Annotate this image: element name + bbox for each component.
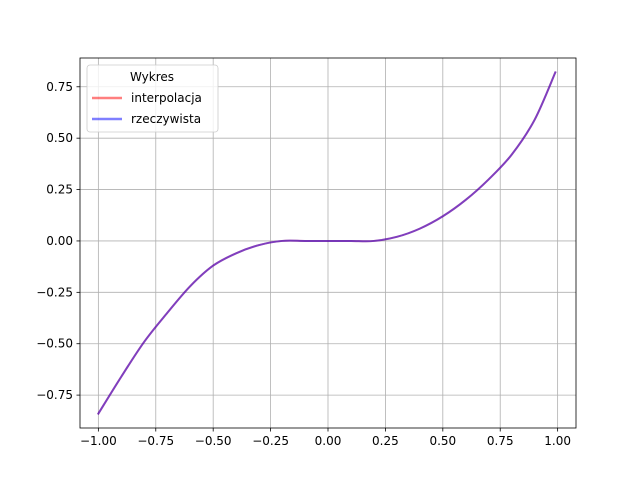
series-lines <box>96 71 557 415</box>
x-axis-ticks: −1.00 −0.75 −0.50 −0.25 0.00 0.25 0.50 0.75 1.00 <box>80 428 571 448</box>
y-tick-label: −0.25 <box>36 285 73 299</box>
y-tick-label: −0.50 <box>36 337 73 351</box>
series-line-rzeczywista <box>96 71 557 415</box>
x-tick-label: −0.50 <box>195 434 232 448</box>
y-axis-ticks: −0.75 −0.50 −0.25 0.00 0.25 0.50 0.75 <box>36 80 80 402</box>
x-tick-label: 0.25 <box>372 434 399 448</box>
x-tick-label: 0.00 <box>315 434 342 448</box>
legend-label-interpolacja: interpolacja <box>131 91 202 105</box>
y-tick-label: 0.75 <box>46 80 73 94</box>
x-tick-label: 0.75 <box>487 434 514 448</box>
legend-title: Wykres <box>130 70 174 84</box>
x-tick-label: −0.75 <box>137 434 174 448</box>
x-tick-label: −0.25 <box>252 434 289 448</box>
legend-label-rzeczywista: rzeczywista <box>131 112 201 126</box>
y-tick-label: 0.25 <box>46 183 73 197</box>
x-tick-label: 1.00 <box>544 434 571 448</box>
y-tick-label: 0.50 <box>46 131 73 145</box>
legend-box <box>86 64 219 133</box>
legend: Wykres interpolacja rzeczywista <box>86 64 219 133</box>
x-tick-label: 0.50 <box>429 434 456 448</box>
x-tick-label: −1.00 <box>80 434 117 448</box>
y-tick-label: −0.75 <box>36 388 73 402</box>
y-tick-label: 0.00 <box>46 234 73 248</box>
